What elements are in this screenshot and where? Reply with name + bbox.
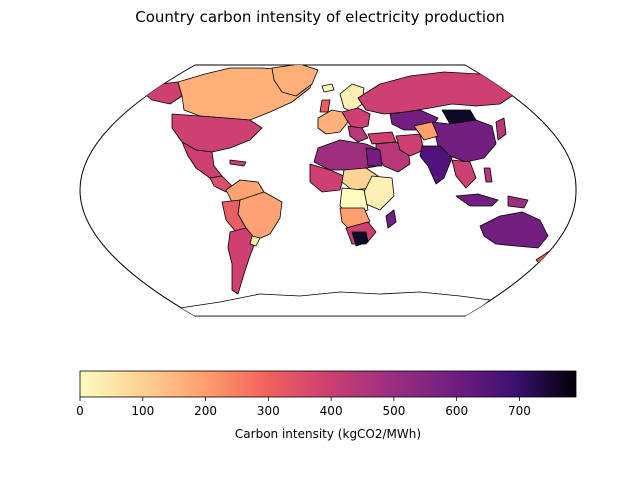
country-uruguay — [249, 235, 261, 247]
country-india — [419, 145, 453, 185]
country-central-europe — [341, 107, 371, 131]
country-west-africa — [309, 163, 345, 193]
country-egypt — [365, 147, 383, 167]
map-area — [79, 64, 577, 317]
country-italy-balkans — [347, 125, 369, 143]
colorbar: 0 100 200 300 400 500 600 700 Carbon intensity … — [76, 370, 577, 441]
colorbar-label: Carbon intensity (kgCO2/MWh) — [235, 427, 421, 441]
country-russia — [357, 71, 519, 115]
colorbar-tick-label: 0 — [76, 404, 84, 418]
country-japan — [495, 117, 507, 141]
country-iceland — [321, 83, 335, 93]
country-western-europe — [317, 109, 349, 135]
country-australia — [479, 211, 549, 249]
colorbar-tick-label: 200 — [194, 404, 217, 418]
country-iran — [395, 133, 425, 157]
colorbar-tick-label: 300 — [257, 404, 280, 418]
colorbar-tick-label: 400 — [320, 404, 343, 418]
colorbar-gradient — [79, 370, 577, 398]
colorbar-tick-label: 100 — [131, 404, 154, 418]
country-central-asia — [413, 121, 439, 141]
country-usa — [171, 113, 263, 153]
colorbar-tick-label: 500 — [382, 404, 405, 418]
colorbar-tick-label: 600 — [445, 404, 468, 418]
country-argentina-chile — [227, 227, 257, 295]
country-greenland — [271, 65, 319, 97]
country-madagascar — [385, 209, 397, 229]
landmass-antarctica — [179, 291, 491, 316]
colorbar-ticks: 0 100 200 300 400 500 600 700 — [76, 397, 531, 418]
colorbar-tick-label: 700 — [508, 404, 531, 418]
chart-title: Country carbon intensity of electricity … — [135, 8, 505, 26]
country-philippines — [483, 167, 493, 183]
country-south-africa — [351, 231, 369, 247]
country-indonesia — [455, 193, 499, 207]
country-papua — [507, 195, 529, 209]
country-uk — [319, 99, 331, 113]
country-southeast-asia — [451, 159, 477, 189]
country-cuba — [229, 159, 247, 167]
